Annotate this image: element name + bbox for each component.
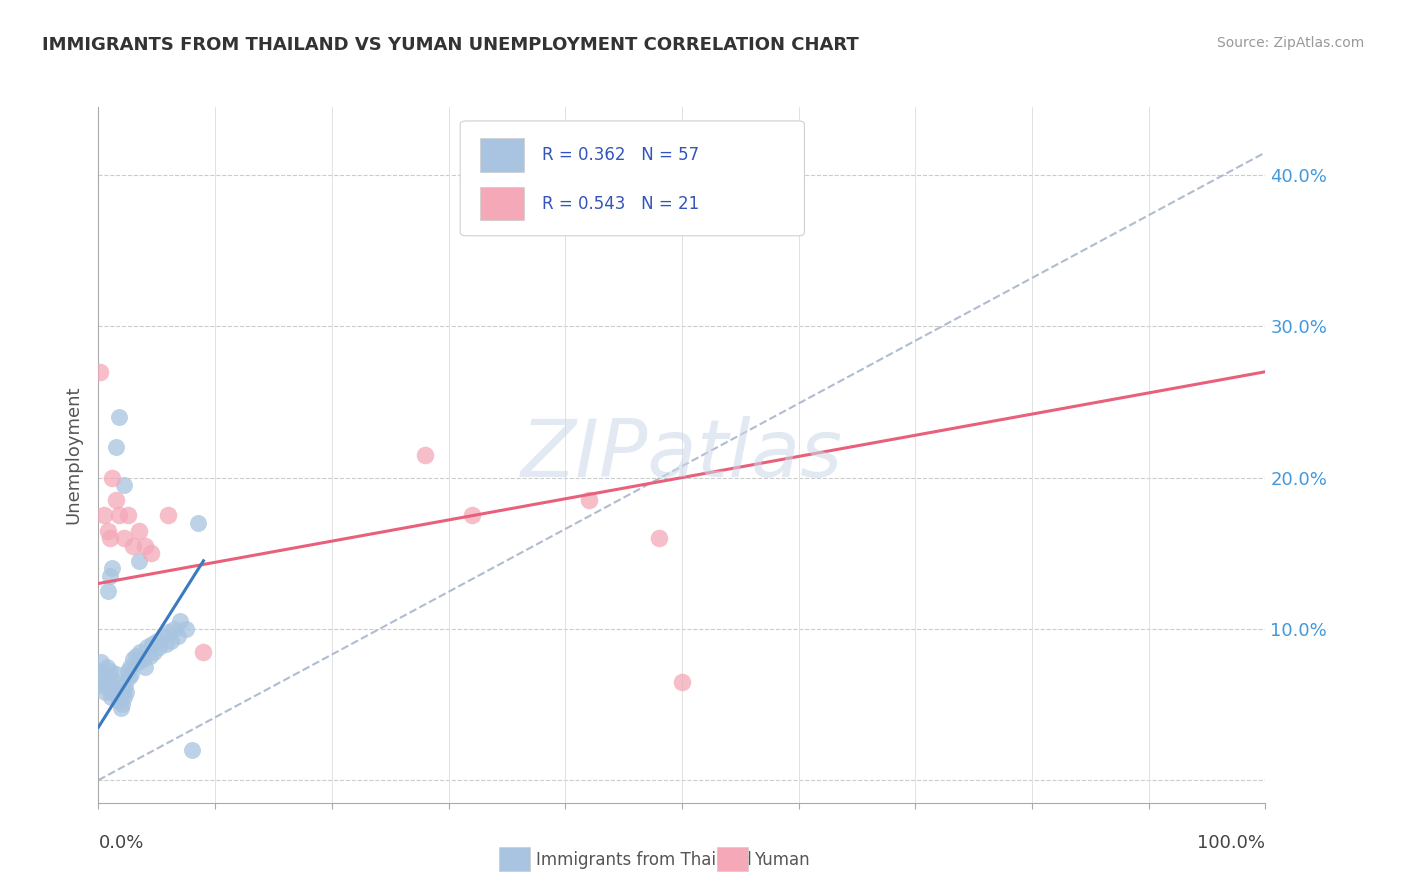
Point (100, 690, 122, 704)
Point (129, 644, 152, 658)
Point (93, 508, 115, 523)
Point (122, 652, 145, 666)
Point (193, 644, 215, 658)
Point (148, 640, 170, 654)
Text: Immigrants from Thailand: Immigrants from Thailand (536, 851, 751, 869)
Point (97, 584, 120, 599)
Point (139, 546, 162, 560)
FancyBboxPatch shape (460, 121, 804, 235)
Point (143, 644, 166, 658)
Point (152, 629, 174, 643)
Point (97, 679, 120, 693)
Point (114, 679, 136, 693)
Point (157, 624, 180, 639)
Point (105, 685, 128, 699)
Point (104, 667, 127, 681)
Point (108, 508, 131, 523)
Point (141, 637, 163, 651)
Point (104, 674, 127, 689)
Point (110, 700, 132, 714)
Point (108, 694, 131, 708)
Point (155, 637, 177, 651)
Point (146, 634, 169, 648)
Point (166, 629, 188, 643)
Point (108, 410, 131, 425)
Point (117, 664, 139, 678)
Point (89, 664, 111, 678)
Point (112, 531, 135, 545)
Point (134, 539, 156, 553)
Point (111, 685, 134, 699)
Point (180, 743, 202, 757)
Point (112, 690, 135, 704)
Text: 100.0%: 100.0% (1198, 834, 1265, 852)
Point (157, 508, 180, 523)
Point (128, 554, 150, 568)
Point (94, 685, 117, 699)
Point (174, 622, 197, 636)
Text: IMMIGRANTS FROM THAILAND VS YUMAN UNEMPLOYMENT CORRELATION CHART: IMMIGRANTS FROM THAILAND VS YUMAN UNEMPL… (42, 36, 859, 54)
Point (91, 670, 114, 684)
Point (127, 655, 149, 669)
Point (163, 622, 186, 636)
Point (132, 652, 155, 666)
Point (96, 659, 118, 673)
Point (118, 659, 141, 673)
Text: 0.0%: 0.0% (98, 834, 143, 852)
Text: R = 0.543   N = 21: R = 0.543 N = 21 (541, 194, 699, 213)
Point (115, 685, 138, 699)
Point (97, 524, 120, 538)
Point (159, 634, 181, 648)
Point (122, 539, 145, 553)
Point (111, 698, 134, 712)
Point (93, 679, 115, 693)
Point (101, 470, 124, 484)
Text: R = 0.362   N = 57: R = 0.362 N = 57 (541, 146, 699, 164)
Point (120, 667, 142, 681)
Point (101, 561, 124, 575)
Point (134, 659, 156, 673)
Point (519, 198, 541, 212)
Point (187, 516, 209, 530)
Point (169, 615, 191, 629)
Point (118, 670, 141, 684)
Point (90, 655, 112, 669)
FancyBboxPatch shape (479, 187, 524, 220)
Y-axis label: Unemployment: Unemployment (65, 385, 83, 524)
Point (89, 365, 111, 379)
Text: ZIPatlas: ZIPatlas (520, 416, 844, 494)
Point (461, 508, 484, 523)
Text: Yuman: Yuman (754, 851, 810, 869)
Point (107, 690, 129, 704)
Point (128, 524, 150, 538)
Point (647, 531, 669, 545)
Point (98, 531, 121, 545)
Point (112, 478, 135, 492)
Point (413, 448, 436, 462)
Point (117, 508, 139, 523)
Point (139, 649, 162, 664)
Point (136, 640, 159, 654)
Point (97, 670, 120, 684)
Point (98, 664, 121, 678)
Point (671, 674, 693, 689)
Text: Source: ZipAtlas.com: Source: ZipAtlas.com (1216, 36, 1364, 50)
Point (104, 441, 127, 455)
Point (90, 674, 112, 689)
Point (98, 569, 121, 583)
Point (104, 493, 127, 508)
Point (103, 682, 125, 697)
FancyBboxPatch shape (479, 138, 524, 172)
Point (101, 685, 124, 699)
Point (125, 649, 148, 664)
Point (578, 493, 600, 508)
